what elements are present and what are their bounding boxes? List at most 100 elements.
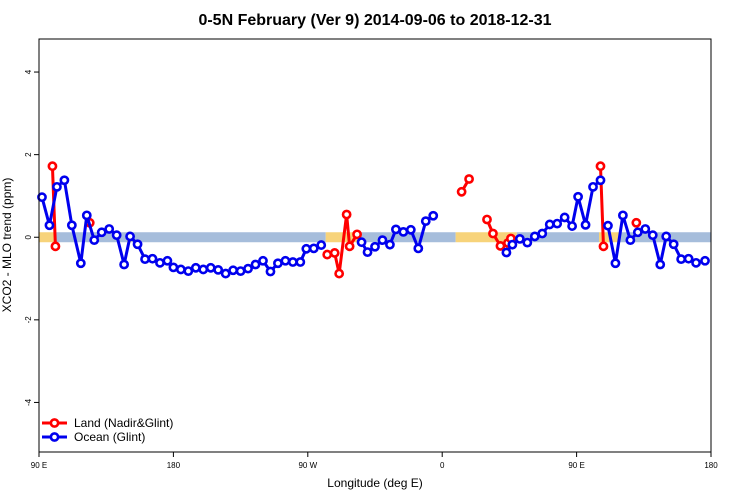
data-point <box>507 239 518 250</box>
data-point <box>522 237 533 248</box>
data-point <box>75 258 86 269</box>
data-point <box>537 228 548 239</box>
data-point <box>625 235 636 246</box>
data-point <box>356 237 367 248</box>
legend-marker <box>49 432 60 442</box>
data-point <box>295 257 306 267</box>
data-point <box>488 228 498 239</box>
data-point <box>235 266 246 277</box>
data-point <box>655 259 666 270</box>
data-point <box>183 266 194 277</box>
data-point <box>391 224 401 235</box>
series-layer <box>37 161 710 279</box>
y-axis-label: XCO2 - MLO trend (ppm) <box>0 178 14 313</box>
band-segment <box>516 232 599 243</box>
data-point <box>308 243 319 254</box>
legend-label: Ocean (Glint) <box>74 430 145 444</box>
x-tick-label: 180 <box>167 461 181 470</box>
band-segment <box>325 232 358 243</box>
data-point <box>44 220 55 231</box>
data-point <box>559 212 570 223</box>
data-point <box>370 241 380 252</box>
data-point <box>529 231 540 242</box>
data-point <box>258 255 268 266</box>
band-segment <box>39 232 54 243</box>
data-point <box>125 231 135 242</box>
data-point <box>205 262 216 273</box>
data-point <box>552 218 563 229</box>
data-point <box>464 174 474 184</box>
data-point <box>647 230 658 241</box>
data-point <box>140 254 150 265</box>
data-point <box>603 220 613 231</box>
data-point <box>198 264 209 275</box>
data-point <box>265 266 276 277</box>
data-point <box>322 249 333 260</box>
x-axis: 90 E 180 90 W 0 90 E 180 <box>31 452 718 470</box>
data-point <box>341 209 352 220</box>
band-segment <box>455 232 517 243</box>
x-tick-label: 180 <box>704 461 718 470</box>
data-point <box>631 217 642 228</box>
data-point <box>495 241 506 251</box>
data-point <box>595 161 606 172</box>
data-point <box>66 220 77 231</box>
data-point <box>59 175 70 186</box>
data-point <box>104 224 115 234</box>
legend-label: Land (Nadir&Glint) <box>74 416 173 430</box>
x-tick-label: 0 <box>440 461 445 470</box>
data-point <box>147 253 158 264</box>
data-point <box>428 210 439 221</box>
data-point <box>482 214 492 225</box>
data-point <box>334 268 345 279</box>
y-tick-label: -4 <box>24 398 33 406</box>
data-point <box>111 230 122 241</box>
data-point <box>250 259 261 270</box>
data-point <box>213 264 224 275</box>
y-tick-label: 2 <box>24 152 33 157</box>
data-point <box>301 243 312 254</box>
data-point <box>81 210 92 221</box>
data-point <box>52 181 62 192</box>
data-point <box>316 240 327 250</box>
plot-frame <box>38 38 712 453</box>
legend-marker <box>49 418 60 428</box>
series-ocean <box>37 175 710 279</box>
legend-entry: Land (Nadir&Glint) <box>42 416 173 430</box>
x-tick-label: 90 E <box>31 461 47 470</box>
data-point <box>598 241 609 252</box>
data-point <box>514 233 525 244</box>
data-point <box>119 259 130 270</box>
data-point <box>632 227 643 238</box>
data-point <box>573 191 583 202</box>
data-point <box>162 255 173 266</box>
data-point <box>168 262 179 273</box>
data-point <box>610 258 621 269</box>
data-point <box>385 239 395 250</box>
band-segment <box>357 232 456 243</box>
data-point <box>588 181 598 192</box>
data-point <box>273 258 283 269</box>
data-point <box>329 248 340 258</box>
legend-entry: Ocean (Glint) <box>42 430 145 444</box>
data-point <box>420 216 431 227</box>
data-point <box>413 243 424 254</box>
data-point <box>456 186 467 197</box>
data-point <box>47 161 58 172</box>
data-point <box>668 239 679 250</box>
data-point <box>580 219 591 230</box>
y-tick-label: 0 <box>24 234 33 239</box>
band-segment <box>131 232 326 243</box>
data-point <box>700 255 710 266</box>
data-point <box>595 175 606 186</box>
data-point <box>37 192 47 203</box>
data-point <box>352 229 362 240</box>
data-point <box>405 224 416 235</box>
data-point <box>89 235 100 246</box>
y-tick-label: -2 <box>24 316 33 324</box>
data-point <box>640 224 651 234</box>
data-point <box>661 231 672 242</box>
data-point <box>155 257 165 268</box>
x-tick-label: 90 W <box>298 461 317 470</box>
